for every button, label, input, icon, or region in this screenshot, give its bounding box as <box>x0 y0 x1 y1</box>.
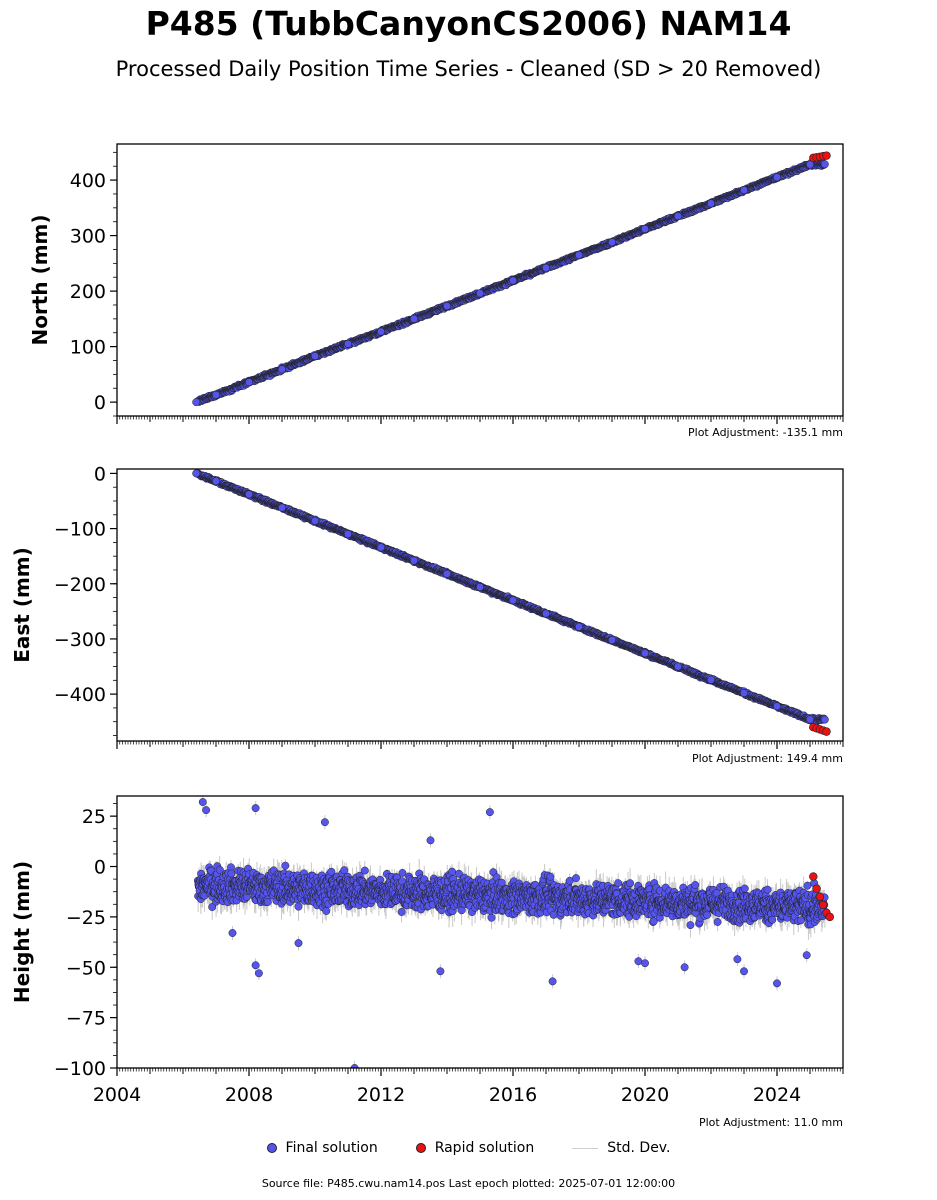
north-panel: 0 100 200 300 400 North (mm) Plot Adjustment: … <box>28 143 844 439</box>
final-solution-point <box>806 160 814 169</box>
final-solution-point <box>443 302 451 311</box>
y-axis-label: North (mm) <box>28 214 52 345</box>
final-solution-point <box>278 365 286 374</box>
page-title: P485 (TubbCanyonCS2006) NAM14 <box>145 4 792 43</box>
final-solution-point <box>820 160 829 169</box>
final-solution-point <box>542 263 550 272</box>
final-solution-point <box>641 224 649 233</box>
final-solution-point <box>476 289 484 298</box>
final-solution-point <box>245 378 253 387</box>
y-axis: 0 100 200 300 400 <box>70 151 117 417</box>
final-solution-point <box>608 238 616 247</box>
page-subtitle: Processed Daily Position Time Series - C… <box>115 57 822 81</box>
plot-area <box>192 151 831 407</box>
final-solution-point <box>707 199 715 208</box>
x-axis <box>116 416 844 424</box>
final-solution-point <box>773 173 781 182</box>
final-solution-point <box>410 314 418 323</box>
final-solution-point <box>377 327 385 336</box>
y-tick-label: 300 <box>70 226 106 248</box>
final-solution-point <box>509 276 517 285</box>
data-points <box>192 151 831 407</box>
y-tick-label: 100 <box>70 337 106 359</box>
y-tick-label: 0 <box>94 392 106 414</box>
y-tick-label: 400 <box>70 170 106 192</box>
final-solution-point <box>192 398 201 407</box>
panel-frame <box>116 143 844 417</box>
final-solution-point <box>212 390 220 399</box>
time-series-chart: 0 100 200 300 400 North (mm) Plot Adjustment: … <box>10 143 844 1129</box>
final-solution-point <box>740 186 748 195</box>
data-points <box>192 469 831 736</box>
plot-adjustment-label: Plot Adjustment: -135.1 mm <box>688 426 843 439</box>
y-tick-label: 200 <box>70 281 106 303</box>
rapid-solution-point <box>822 151 831 160</box>
plot-area <box>192 469 831 736</box>
final-solution-point <box>575 251 583 259</box>
final-solution-point <box>344 339 352 348</box>
final-solution-point <box>674 212 682 221</box>
final-solution-point <box>311 352 319 360</box>
